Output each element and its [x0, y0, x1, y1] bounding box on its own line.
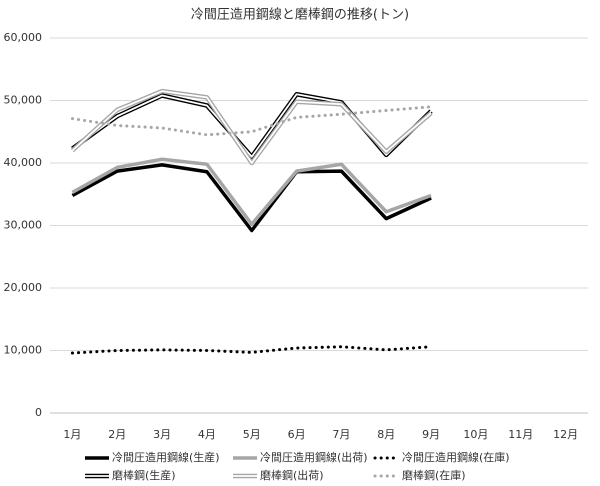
x-tick-label: 4月 [198, 428, 216, 441]
y-tick-label: 60,000 [4, 31, 43, 44]
x-tick-label: 12月 [553, 428, 578, 441]
series-line [71, 157, 432, 226]
legend-label: 磨棒鋼(出荷) [260, 468, 324, 482]
series-line-inner [71, 90, 432, 164]
y-tick-label: 0 [35, 406, 42, 419]
x-tick-label: 11月 [508, 428, 533, 441]
series-line [70, 105, 433, 137]
legend-label: 冷間圧造用鋼線(生産) [112, 450, 220, 464]
y-tick-label: 20,000 [4, 281, 43, 294]
legend-label: 冷間圧造用鋼線(在庫) [402, 450, 510, 464]
x-tick-label: 3月 [153, 428, 171, 441]
x-tick-label: 10月 [463, 428, 488, 441]
x-tick-label: 8月 [377, 428, 395, 441]
x-tick-label: 9月 [422, 428, 440, 441]
x-tick-label: 6月 [288, 428, 306, 441]
legend-label: 磨棒鋼(生産) [112, 468, 176, 482]
y-tick-label: 30,000 [4, 219, 43, 232]
x-tick-label: 1月 [63, 428, 81, 441]
x-tick-label: 5月 [243, 428, 261, 441]
y-tick-label: 50,000 [4, 94, 43, 107]
legend-label: 冷間圧造用鋼線(出荷) [260, 450, 368, 464]
x-tick-label: 2月 [108, 428, 126, 441]
chart-title: 冷間圧造用鋼線と磨棒鋼の推移(トン) [191, 7, 409, 23]
y-tick-label: 10,000 [4, 344, 43, 357]
series-line [71, 163, 432, 233]
series-line [70, 345, 433, 355]
x-tick-label: 7月 [332, 428, 350, 441]
legend-label: 磨棒鋼(在庫) [402, 468, 466, 482]
y-tick-label: 40,000 [4, 156, 43, 169]
